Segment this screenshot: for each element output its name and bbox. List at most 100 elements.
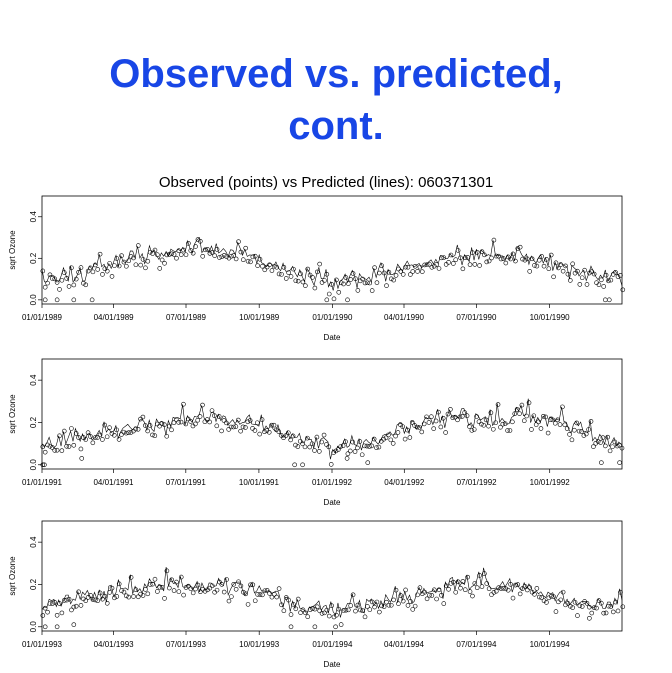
observed-point — [133, 262, 139, 268]
observed-point — [579, 429, 584, 434]
observed-point — [565, 601, 571, 606]
observed-point — [42, 297, 48, 303]
observed-point — [521, 418, 527, 423]
observed-point — [350, 271, 356, 276]
observed-point — [312, 606, 318, 612]
observed-point — [519, 402, 525, 408]
observed-point — [124, 263, 129, 269]
observed-point — [178, 574, 184, 580]
observed-point — [71, 442, 77, 448]
observed-point — [167, 585, 172, 591]
observed-point — [353, 276, 358, 282]
observed-point — [586, 427, 591, 432]
observed-point — [393, 273, 399, 278]
observed-point — [178, 419, 184, 425]
observed-point — [340, 443, 346, 449]
observed-point — [429, 414, 434, 420]
observed-point — [498, 586, 504, 591]
observed-point — [190, 590, 196, 596]
observed-point — [529, 427, 534, 432]
observed-point — [379, 603, 385, 609]
observed-point — [128, 575, 134, 580]
observed-point — [169, 427, 174, 433]
observed-point — [496, 253, 501, 259]
x-tick-label: 01/01/1994 — [312, 640, 353, 649]
observed-point — [369, 443, 375, 449]
observed-point — [276, 586, 282, 591]
observed-point — [607, 448, 613, 454]
observed-point — [436, 266, 442, 271]
observed-point — [224, 254, 229, 259]
observed-point — [591, 444, 596, 449]
observed-point — [345, 451, 351, 457]
observed-point — [257, 592, 263, 597]
observed-point — [312, 285, 318, 291]
observed-point — [300, 441, 305, 447]
observed-point — [391, 597, 396, 603]
observed-point — [245, 258, 251, 264]
observed-point — [302, 444, 308, 450]
observed-point — [381, 270, 387, 276]
observed-point — [202, 247, 208, 253]
observed-point — [384, 283, 389, 288]
observed-point — [369, 599, 375, 605]
observed-point — [336, 290, 342, 295]
y-tick-label: 0.4 — [29, 374, 38, 386]
x-tick-label: 04/01/1992 — [384, 478, 425, 487]
observed-point — [240, 424, 246, 430]
observed-point — [73, 431, 79, 436]
observed-point — [152, 576, 158, 582]
observed-point — [429, 593, 435, 598]
observed-point — [329, 282, 334, 287]
observed-point — [326, 613, 332, 619]
observed-point — [374, 445, 379, 451]
observed-point — [147, 423, 153, 428]
observed-point — [564, 426, 570, 431]
observed-point — [567, 432, 572, 437]
observed-point — [515, 246, 521, 251]
x-tick-label: 07/01/1994 — [456, 640, 497, 649]
observed-point — [455, 579, 461, 585]
observed-point — [403, 264, 408, 270]
observed-point — [78, 265, 84, 270]
observed-point — [236, 579, 241, 585]
observed-point — [54, 297, 60, 303]
observed-point — [271, 422, 277, 428]
observed-point — [183, 252, 189, 258]
observed-point — [238, 249, 244, 255]
observed-point — [200, 253, 206, 259]
observed-point — [59, 448, 65, 453]
observed-point — [606, 278, 611, 284]
observed-point — [527, 269, 533, 274]
observed-point — [570, 261, 575, 267]
observed-point — [386, 269, 392, 275]
x-axis-label: Date — [324, 660, 341, 669]
observed-point — [229, 253, 234, 259]
observed-point — [262, 429, 267, 435]
observed-point — [300, 607, 306, 613]
observed-point — [588, 419, 594, 424]
observed-point — [164, 433, 170, 439]
observed-point — [534, 586, 540, 591]
observed-point — [451, 261, 456, 266]
panel-3: 0.0 0.2 0.4 01/01/1993 04/01/1993 07/01/1993 1… — [8, 520, 626, 669]
observed-point — [390, 441, 396, 446]
observed-point — [40, 613, 46, 618]
observed-point — [164, 252, 170, 258]
observed-point — [283, 595, 289, 600]
observed-point — [455, 248, 461, 253]
observed-point — [446, 260, 451, 265]
observed-point — [173, 417, 179, 422]
observed-point — [599, 277, 604, 283]
observed-point — [181, 247, 186, 253]
observed-point — [157, 584, 163, 590]
observed-point — [90, 440, 96, 446]
observed-point — [606, 603, 611, 609]
observed-point — [574, 420, 580, 426]
observed-point — [42, 624, 48, 630]
observed-point — [243, 425, 248, 430]
observed-point — [112, 432, 117, 438]
observed-point — [73, 603, 79, 609]
observed-point — [569, 437, 575, 443]
observed-point — [448, 252, 454, 258]
